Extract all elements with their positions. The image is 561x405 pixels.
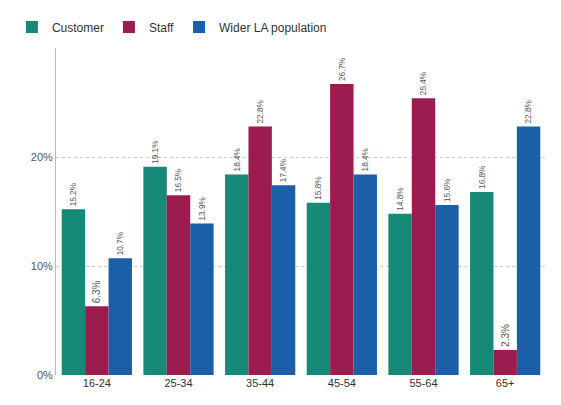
svg-text:55-64: 55-64 (409, 377, 437, 389)
svg-text:22.8%: 22.8% (524, 99, 533, 123)
svg-text:15.6%: 15.6% (443, 178, 452, 202)
svg-text:26.7%: 26.7% (338, 57, 347, 81)
svg-text:17.4%: 17.4% (279, 158, 288, 182)
svg-text:22.8%: 22.8% (256, 99, 265, 123)
svg-text:35-44: 35-44 (246, 377, 274, 389)
svg-text:Staff: Staff (149, 21, 174, 35)
svg-text:25-34: 25-34 (164, 377, 192, 389)
svg-text:65+: 65+ (496, 377, 515, 389)
svg-text:Customer: Customer (52, 21, 104, 35)
svg-text:0%: 0% (37, 369, 53, 381)
svg-text:20%: 20% (31, 151, 53, 163)
svg-text:2.3%: 2.3% (500, 324, 511, 347)
svg-text:10.7%: 10.7% (116, 231, 125, 255)
svg-text:15.8%: 15.8% (314, 176, 323, 200)
svg-text:13.9%: 13.9% (198, 196, 207, 220)
svg-text:6.3%: 6.3% (91, 280, 102, 303)
svg-text:Wider LA population: Wider LA population (219, 21, 326, 35)
svg-text:14.8%: 14.8% (396, 187, 405, 211)
svg-text:18.4%: 18.4% (361, 147, 370, 171)
svg-text:15.2%: 15.2% (69, 182, 78, 206)
svg-text:16-24: 16-24 (83, 377, 111, 389)
svg-text:16.8%: 16.8% (478, 165, 487, 189)
svg-text:10%: 10% (31, 260, 53, 272)
svg-text:19.1%: 19.1% (151, 140, 160, 164)
svg-text:16.5%: 16.5% (174, 168, 183, 192)
svg-text:18.4%: 18.4% (233, 147, 242, 171)
svg-text:45-54: 45-54 (328, 377, 356, 389)
svg-text:25.4%: 25.4% (419, 71, 428, 95)
